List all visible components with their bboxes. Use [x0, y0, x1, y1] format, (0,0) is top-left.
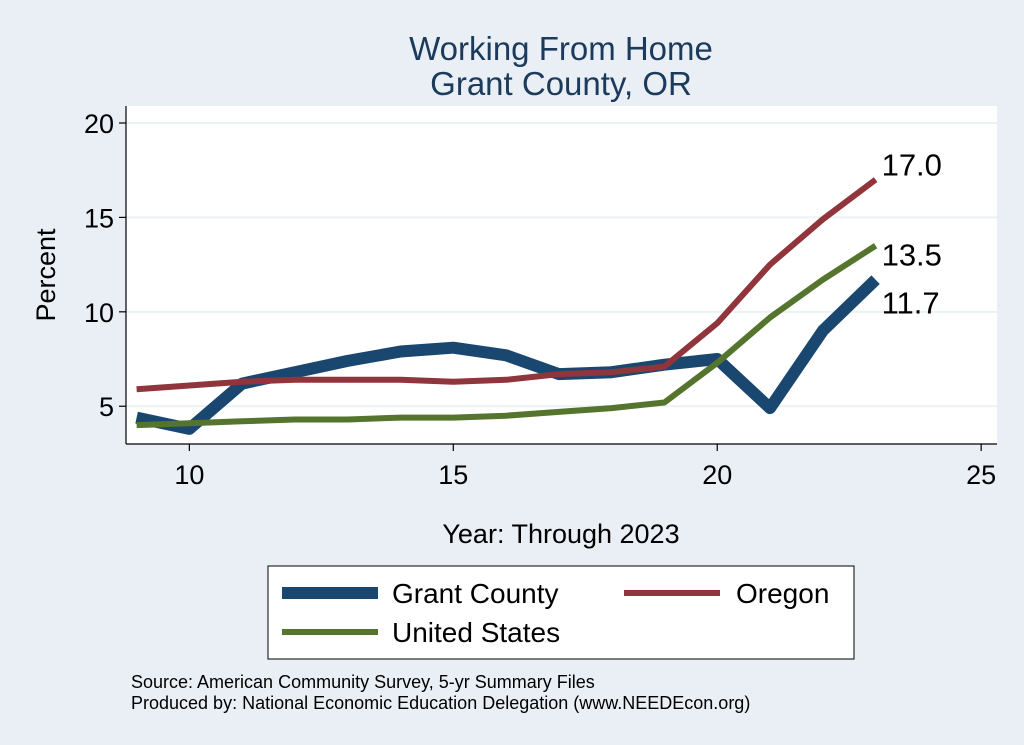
- legend: Grant County Oregon United States: [267, 565, 855, 660]
- plot-area: [126, 106, 997, 444]
- legend-label: United States: [392, 617, 560, 648]
- y-tick-label: 15: [84, 203, 114, 233]
- y-tick-label: 20: [84, 109, 114, 139]
- x-tick-label: 15: [438, 460, 468, 490]
- end-label-united-states: 13.5: [882, 238, 942, 273]
- legend-items: Grant County Oregon United States: [282, 578, 829, 648]
- gridlines: [126, 121, 997, 408]
- x-tick-label: 10: [174, 460, 204, 490]
- legend-label: Oregon: [736, 578, 829, 609]
- axes: 5 10 15 20 10 15 20 25: [84, 106, 997, 490]
- legend-label: Grant County: [392, 578, 559, 609]
- footer-source: Source: American Community Survey, 5-yr …: [131, 672, 595, 692]
- end-label-grant-county: 11.7: [882, 286, 940, 321]
- end-label-oregon: 17.0: [882, 148, 942, 183]
- legend-box: [267, 565, 855, 660]
- end-labels: 11.7 17.0 13.5: [882, 148, 942, 321]
- series-line-united-states: [136, 243, 878, 429]
- x-tick-label: 20: [702, 460, 732, 490]
- y-tick-label: 10: [84, 298, 114, 328]
- y-axis-title: Percent: [31, 228, 61, 322]
- footer-produced-by: Produced by: National Economic Education…: [131, 693, 750, 713]
- series-line-oregon: [136, 177, 878, 393]
- chart-title-line-2: Grant County, OR: [430, 65, 692, 102]
- y-tick-label: 5: [99, 392, 114, 422]
- series-lines: [135, 177, 880, 435]
- chart-title-line-1: Working From Home: [409, 30, 713, 67]
- x-tick-label: 25: [966, 460, 996, 490]
- x-axis-title: Year: Through 2023: [442, 519, 679, 549]
